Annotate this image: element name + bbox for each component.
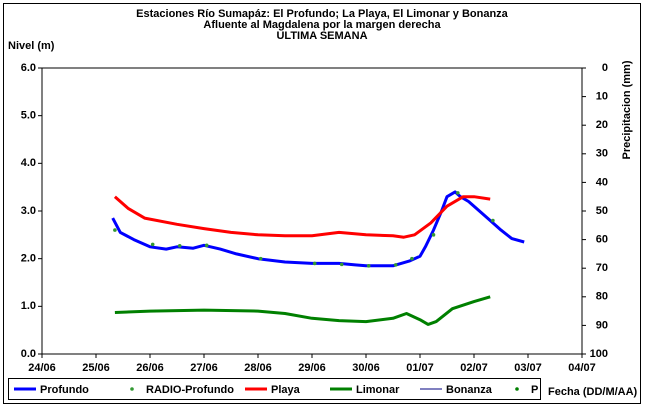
legend-label: Profundo <box>40 384 89 396</box>
x-tick-label: 30/06 <box>352 362 380 374</box>
legend <box>8 378 541 400</box>
data-line <box>111 190 525 268</box>
x-tick-label: 04/07 <box>568 362 596 374</box>
legend-label: Limonar <box>356 384 400 396</box>
data-point <box>177 243 182 248</box>
chart-title: Afluente al Magdalena por la margen dere… <box>203 19 441 31</box>
y2-tick-label: 0 <box>602 62 608 74</box>
y-tick-label: 1.0 <box>21 300 36 312</box>
data-point <box>491 218 495 223</box>
y2-tick-label: 80 <box>596 291 608 303</box>
data-point <box>204 243 209 248</box>
x-tick-label: 01/07 <box>406 362 434 374</box>
x-tick-label: 24/06 <box>28 362 56 374</box>
x-axis-label: Fecha (DD/M/AA) <box>548 386 638 398</box>
y-tick-label: 4.0 <box>21 157 36 169</box>
y-tick-label: 3.0 <box>21 205 36 217</box>
data-line <box>114 295 491 326</box>
y2-axis-label: Precipitacion (mm) <box>621 60 633 159</box>
y2-tick-label: 90 <box>596 319 608 331</box>
data-line <box>113 195 491 239</box>
data-point <box>410 256 414 261</box>
y-tick-label: 2.0 <box>21 253 36 265</box>
x-tick-label: 03/07 <box>514 362 542 374</box>
y2-tick-label: 40 <box>596 176 608 188</box>
x-tick-label: 28/06 <box>244 362 272 374</box>
data-point <box>312 261 317 266</box>
y2-tick-label: 70 <box>596 262 608 274</box>
x-tick-label: 29/06 <box>298 362 326 374</box>
data-point <box>113 228 117 232</box>
y2-tick-label: 100 <box>590 348 608 360</box>
y2-tick-label: 20 <box>596 119 608 131</box>
y-tick-label: 6.0 <box>21 62 36 74</box>
x-tick-label: 26/06 <box>136 362 164 374</box>
y2-tick-label: 10 <box>596 91 608 103</box>
x-tick-label: 25/06 <box>82 362 110 374</box>
legend-label: P <box>531 384 538 396</box>
y-tick-label: 0.0 <box>21 348 36 360</box>
legend-label: Playa <box>271 384 301 396</box>
chart-title: ULTIMA SEMANA <box>276 30 367 42</box>
data-point <box>339 262 344 267</box>
legend-label: RADIO-Profundo <box>146 384 234 396</box>
data-point <box>258 256 263 261</box>
y-tick-label: 5.0 <box>21 110 36 122</box>
chart-title: Estaciones Río Sumapáz: El Profundo; La … <box>136 8 509 20</box>
data-point <box>366 264 371 268</box>
y2-tick-label: 50 <box>596 205 608 217</box>
x-tick-label: 27/06 <box>190 362 218 374</box>
data-point <box>393 263 398 267</box>
data-point <box>150 242 155 247</box>
data-point <box>431 233 436 237</box>
chart-frame <box>3 3 641 404</box>
y2-tick-label: 30 <box>596 148 608 160</box>
legend-marker <box>130 387 134 391</box>
x-tick-label: 02/07 <box>460 362 488 374</box>
data-point <box>456 191 460 195</box>
y-axis-label: Nivel (m) <box>8 40 55 52</box>
legend-marker <box>515 387 519 391</box>
legend-label: Bonanza <box>446 384 493 396</box>
y2-tick-label: 60 <box>596 234 608 246</box>
